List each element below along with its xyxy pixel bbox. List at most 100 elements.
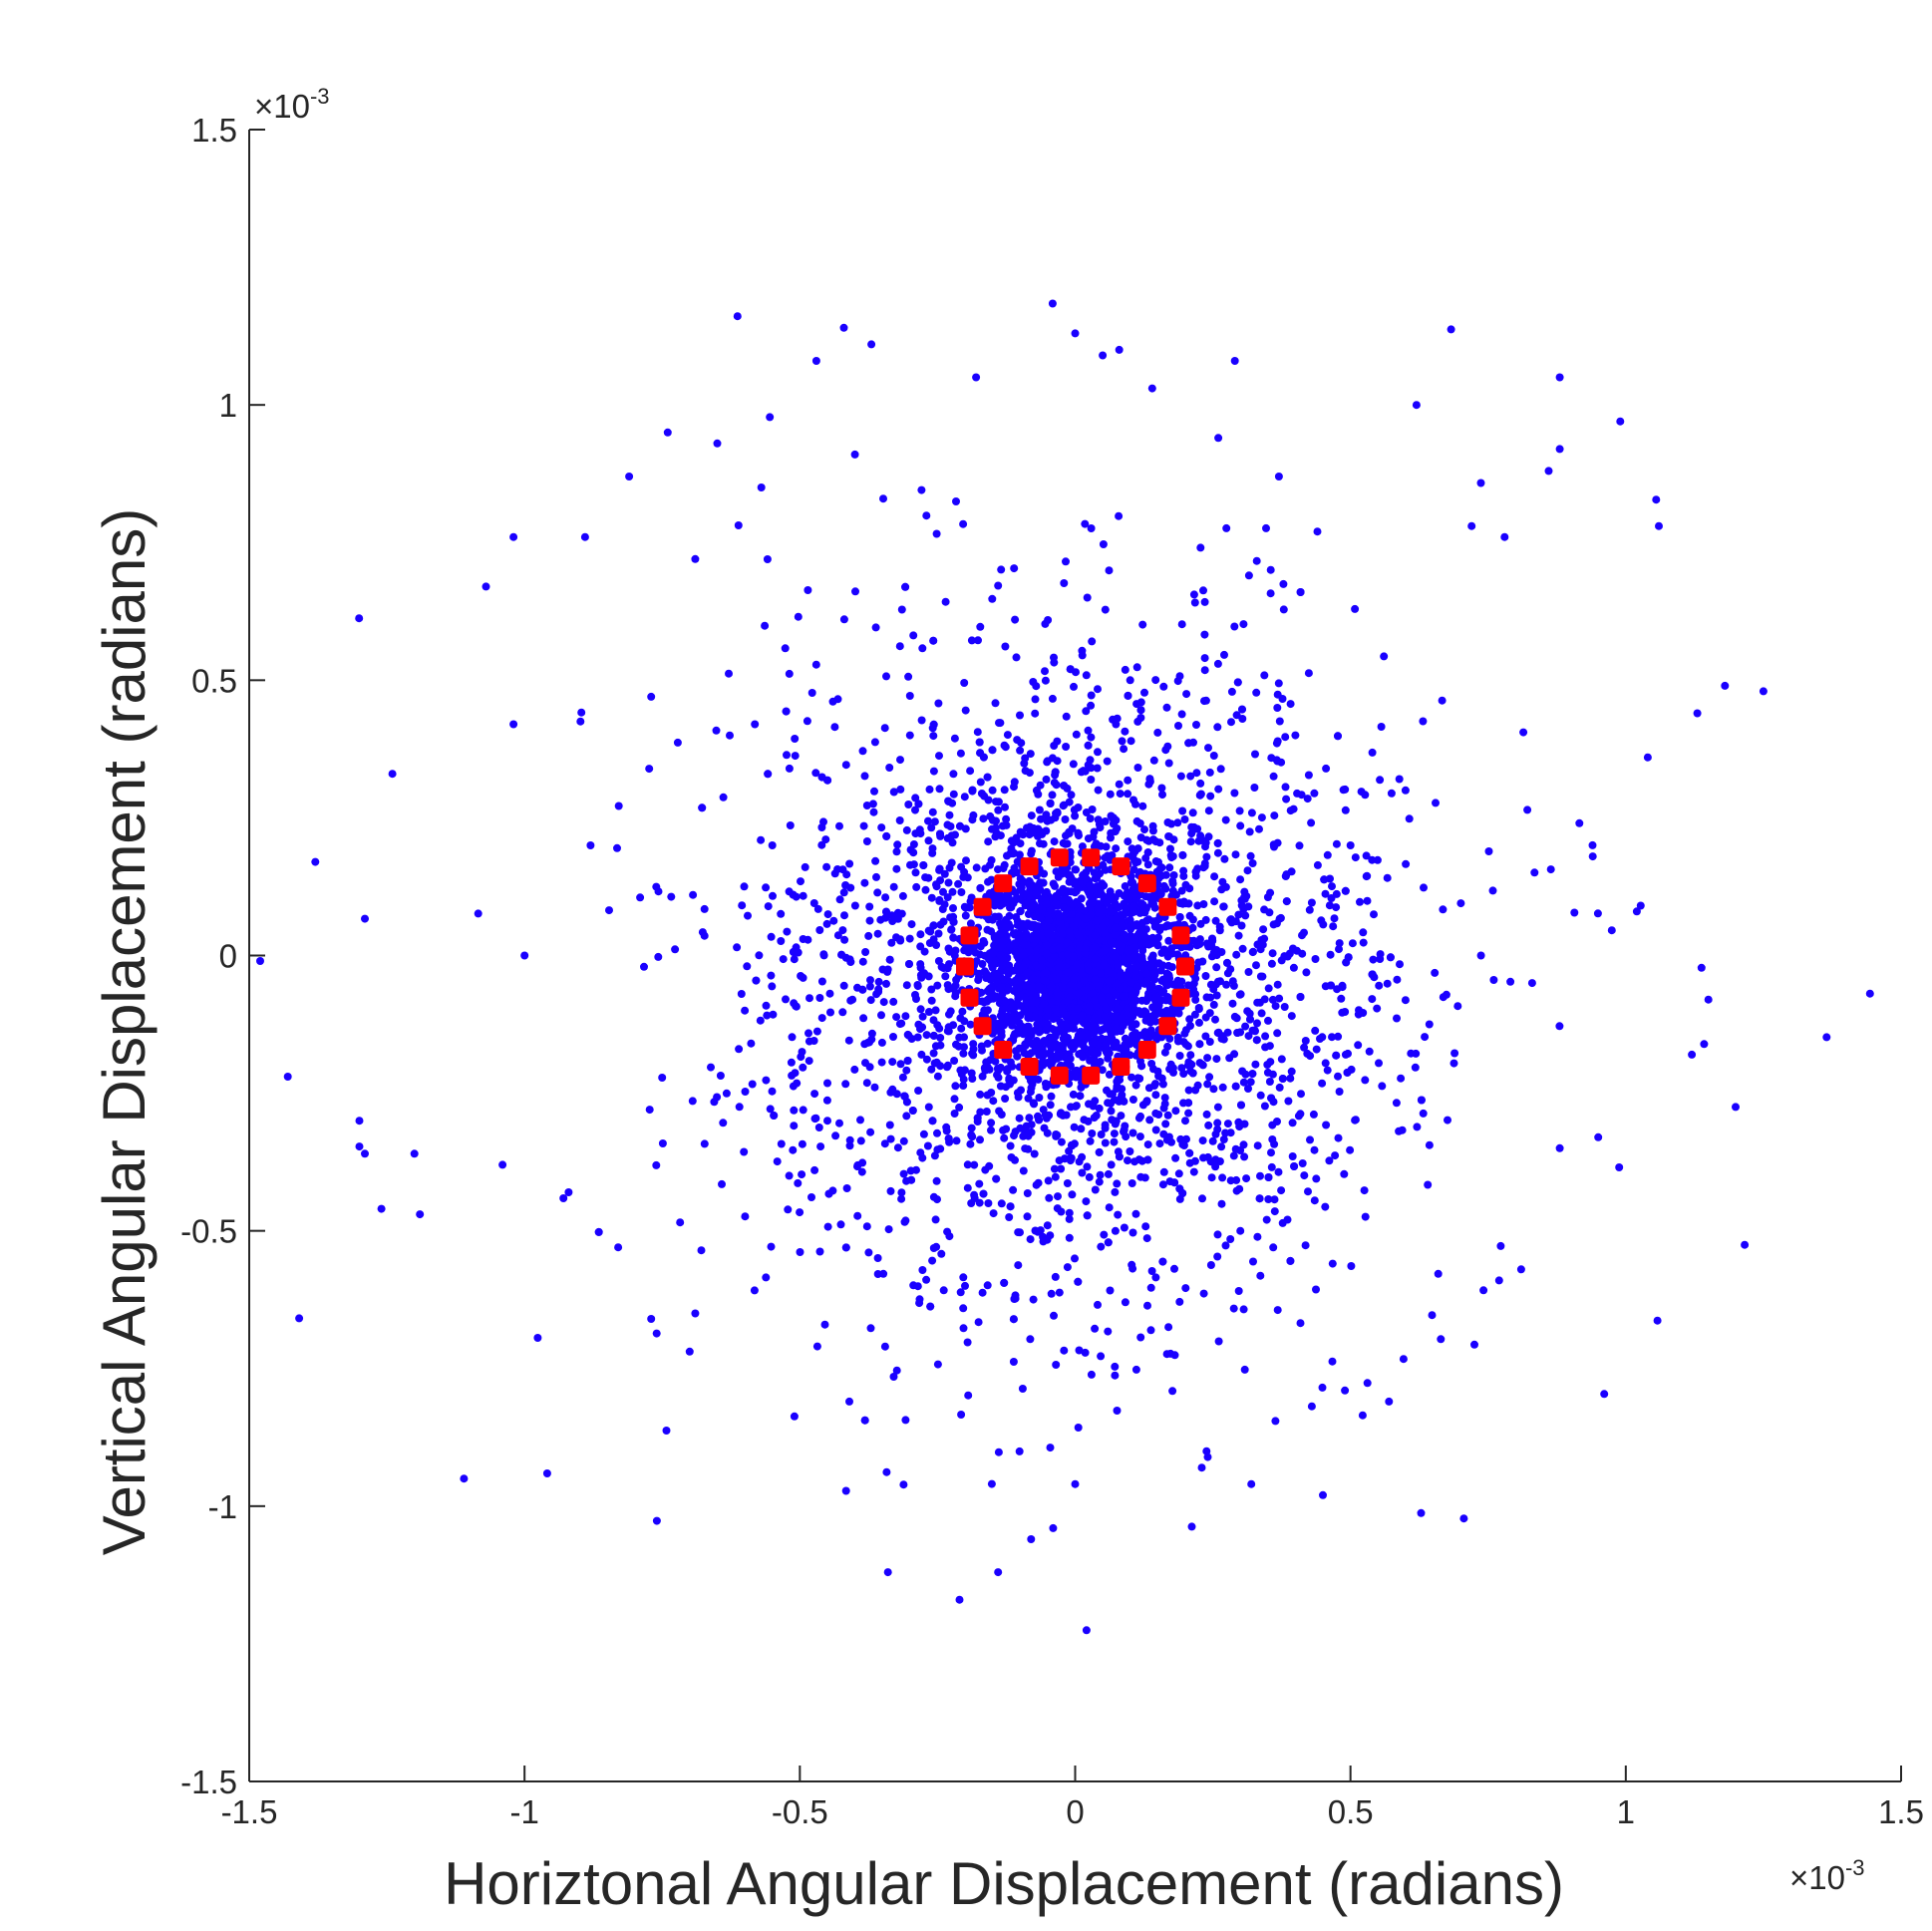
scatter-point: [1030, 1149, 1039, 1158]
scatter-point: [1140, 1007, 1149, 1016]
scatter-point: [1001, 1095, 1010, 1103]
scatter-point: [1056, 936, 1065, 945]
scatter-point: [1095, 981, 1103, 990]
scatter-point: [1035, 1094, 1044, 1102]
scatter-point: [1148, 933, 1157, 942]
scatter-point: [1003, 1067, 1012, 1076]
scatter-point: [996, 719, 1005, 728]
scatter-point: [1124, 790, 1132, 799]
scatter-point: [1072, 730, 1081, 739]
scatter-point: [1401, 786, 1410, 795]
scatter-point: [1287, 1012, 1296, 1021]
scatter-point: [994, 1568, 1003, 1577]
scatter-point: [1022, 933, 1031, 942]
scatter-point: [841, 1486, 850, 1495]
scatter-point: [896, 785, 905, 794]
scatter-point: [1588, 852, 1597, 861]
scatter-point: [1293, 789, 1302, 798]
scatter-point: [918, 1266, 927, 1274]
scatter-point: [889, 1373, 898, 1381]
scatter-point: [954, 1042, 963, 1051]
scatter-point: [1278, 1218, 1287, 1227]
scatter-point: [1229, 1304, 1238, 1313]
scatter-point: [833, 695, 842, 704]
scatter-point: [1096, 1170, 1105, 1179]
scatter-point: [950, 1110, 959, 1118]
scatter-point: [1086, 1136, 1095, 1145]
scatter-point: [1363, 871, 1372, 880]
scatter-point: [959, 1304, 968, 1313]
scatter-point: [769, 891, 777, 900]
scatter-point: [1161, 870, 1170, 879]
scatter-point: [1192, 721, 1200, 729]
scatter-point: [960, 1017, 969, 1026]
scatter-point: [987, 875, 996, 884]
scatter-point: [951, 981, 960, 990]
scatter-point: [999, 936, 1008, 945]
scatter-point: [1375, 981, 1384, 990]
scatter-point: [1202, 1110, 1211, 1119]
scatter-point: [1267, 1148, 1275, 1157]
scatter-point: [799, 891, 807, 900]
scatter-point: [1105, 566, 1114, 575]
scatter-point: [1245, 1009, 1254, 1018]
scatter-point: [1043, 1020, 1052, 1029]
scatter-point: [1073, 960, 1082, 969]
scatter-point: [817, 840, 826, 849]
scatter-point: [1041, 619, 1050, 628]
scatter-point: [1081, 1348, 1090, 1357]
scatter-point: [1273, 737, 1282, 746]
scatter-point: [957, 1024, 966, 1033]
scatter-point: [1200, 630, 1209, 639]
scatter-point: [1032, 931, 1041, 940]
scatter-point: [1240, 1152, 1249, 1161]
scatter-point: [959, 1324, 968, 1333]
scatter-point: [1218, 1083, 1227, 1092]
scatter-point: [1013, 952, 1022, 961]
scatter-point: [916, 930, 925, 939]
scatter-point: [1393, 1014, 1401, 1023]
scatter-point: [1059, 895, 1068, 904]
scatter-point: [1060, 903, 1069, 912]
scatter-point: [1271, 1002, 1280, 1011]
scatter-point: [256, 957, 264, 965]
scatter-point: [1246, 851, 1255, 860]
scatter-point: [785, 1171, 794, 1180]
scatter-point: [1091, 874, 1100, 883]
scatter-point: [994, 1073, 1003, 1082]
scatter-point: [1179, 1070, 1188, 1078]
scatter-point: [1099, 540, 1108, 548]
scatter-point: [1142, 1234, 1151, 1243]
scatter-point: [1138, 900, 1147, 909]
scatter-point: [862, 802, 871, 809]
scatter-point: [1180, 815, 1189, 823]
scatter-point: [1213, 723, 1222, 732]
scatter-point: [993, 978, 1002, 987]
scatter-point: [1088, 1129, 1097, 1137]
scatter-point: [1202, 852, 1211, 861]
scatter-point: [1177, 620, 1186, 629]
scatter-point: [794, 612, 803, 621]
scatter-point: [1204, 806, 1213, 815]
scatter-point: [870, 1083, 879, 1092]
scatter-point: [893, 1143, 902, 1152]
scatter-point: [1073, 916, 1082, 925]
scatter-point: [1232, 711, 1241, 720]
scatter-point: [1243, 866, 1252, 875]
scatter-point: [1080, 976, 1089, 985]
scatter-point: [1198, 1136, 1207, 1145]
scatter-point: [1200, 666, 1209, 675]
scatter-point: [1146, 1326, 1155, 1335]
scatter-point: [867, 340, 876, 349]
scatter-point: [1130, 935, 1139, 944]
scatter-point: [1128, 1264, 1137, 1273]
scatter-point: [815, 926, 824, 934]
scatter-point: [1263, 893, 1272, 901]
scatter-point: [966, 1020, 975, 1029]
scatter-point: [1153, 941, 1162, 950]
scatter-point: [782, 995, 790, 1004]
scatter-point: [887, 938, 896, 947]
scatter-point: [949, 770, 958, 779]
scatter-point: [1127, 1073, 1136, 1082]
scatter-point: [482, 582, 490, 591]
